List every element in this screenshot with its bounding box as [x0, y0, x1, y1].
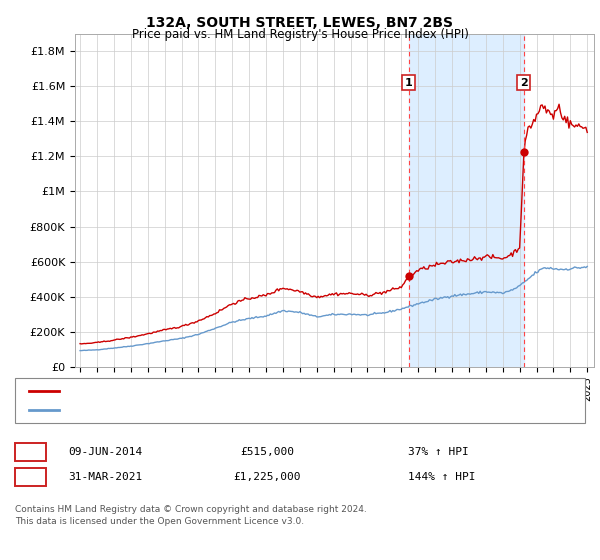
Text: 2: 2	[26, 470, 35, 484]
Text: £1,225,000: £1,225,000	[233, 472, 301, 482]
Bar	[409, 34, 524, 367]
Text: 31-MAR-2021: 31-MAR-2021	[68, 472, 142, 482]
Text: HPI: Average price, detached house, Lewes: HPI: Average price, detached house, Lewe…	[65, 405, 290, 416]
Text: 132A, SOUTH STREET, LEWES, BN7 2BS (detached house): 132A, SOUTH STREET, LEWES, BN7 2BS (deta…	[65, 386, 366, 396]
Text: 132A, SOUTH STREET, LEWES, BN7 2BS: 132A, SOUTH STREET, LEWES, BN7 2BS	[146, 16, 454, 30]
Text: Price paid vs. HM Land Registry's House Price Index (HPI): Price paid vs. HM Land Registry's House …	[131, 28, 469, 41]
Text: This data is licensed under the Open Government Licence v3.0.: This data is licensed under the Open Gov…	[15, 517, 304, 526]
Text: £515,000: £515,000	[240, 447, 294, 457]
Text: 1: 1	[405, 78, 413, 88]
Text: 1: 1	[26, 445, 35, 459]
Text: Contains HM Land Registry data © Crown copyright and database right 2024.: Contains HM Land Registry data © Crown c…	[15, 505, 367, 514]
Text: 37% ↑ HPI: 37% ↑ HPI	[408, 447, 469, 457]
Text: 09-JUN-2014: 09-JUN-2014	[68, 447, 142, 457]
Text: 2: 2	[520, 78, 528, 88]
Text: 144% ↑ HPI: 144% ↑ HPI	[408, 472, 476, 482]
